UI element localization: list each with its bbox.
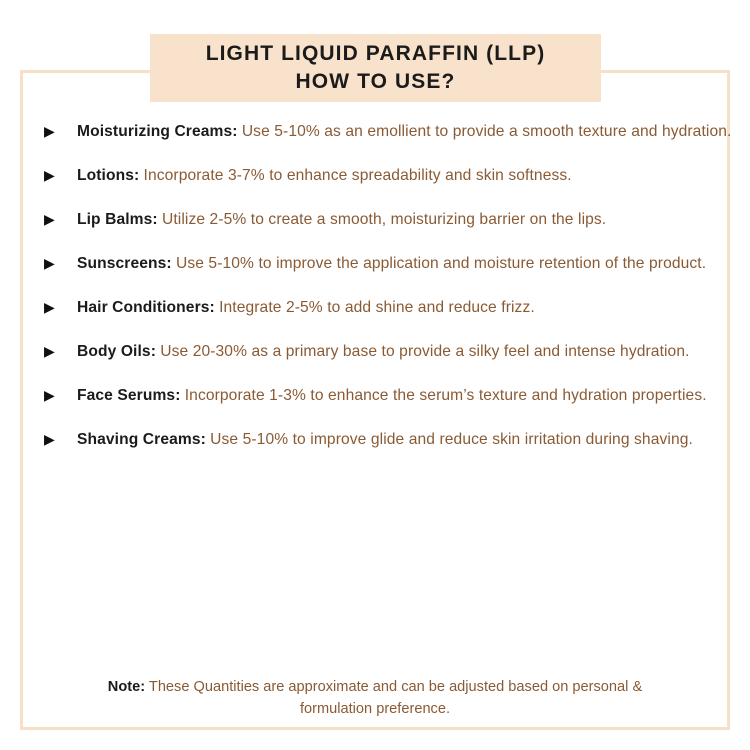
list-item: ▶ Face Serums: Incorporate 1-3% to enhan… <box>42 384 732 407</box>
list-item-description: Integrate 2-5% to add shine and reduce f… <box>219 299 535 316</box>
note-text: These Quantities are approximate and can… <box>148 679 643 717</box>
list-item-label: Moisturizing Creams <box>77 123 233 140</box>
list-item: ▶ Lip Balms: Utilize 2-5% to create a sm… <box>42 208 732 231</box>
triangle-bullet-icon: ▶ <box>44 343 55 359</box>
list-item-description: Use 20-30% as a primary base to provide … <box>160 343 690 360</box>
list-item-description: Use 5-10% as an emollient to provide a s… <box>241 123 732 140</box>
list-item-separator: : <box>200 431 206 448</box>
footer-note: Note: These Quantities are approximate a… <box>70 676 680 720</box>
list-item: ▶ Sunscreens: Use 5-10% to improve the a… <box>42 252 732 275</box>
note-separator: : <box>140 679 146 695</box>
list-item: ▶ Moisturizing Creams: Use 5-10% as an e… <box>42 120 732 143</box>
triangle-bullet-icon: ▶ <box>44 167 55 183</box>
list-item-label: Hair Conditioners <box>77 299 210 316</box>
list-item-separator: : <box>134 167 140 184</box>
list-item-label: Body Oils <box>77 343 151 360</box>
list-item-separator: : <box>232 123 238 140</box>
list-item-label: Shaving Creams <box>77 431 201 448</box>
list-item-separator: : <box>150 343 156 360</box>
list-item-separator: : <box>209 299 215 316</box>
title-banner: LIGHT LIQUID PARAFFIN (LLP) HOW TO USE? <box>150 34 601 102</box>
triangle-bullet-icon: ▶ <box>44 123 55 139</box>
list-item-label: Lip Balms <box>77 211 153 228</box>
list-item-description: Utilize 2-5% to create a smooth, moistur… <box>161 211 607 228</box>
list-item-label: Sunscreens <box>77 255 167 272</box>
list-item-description: Use 5-10% to improve glide and reduce sk… <box>210 431 693 448</box>
triangle-bullet-icon: ▶ <box>44 211 55 227</box>
list-item-description: Use 5-10% to improve the application and… <box>175 255 707 272</box>
list-item: ▶ Body Oils: Use 20-30% as a primary bas… <box>42 340 732 363</box>
list-item: ▶ Lotions: Incorporate 3-7% to enhance s… <box>42 164 732 187</box>
usage-list: ▶ Moisturizing Creams: Use 5-10% as an e… <box>42 120 732 451</box>
list-item: ▶ Hair Conditioners: Integrate 2-5% to a… <box>42 296 732 319</box>
page-title: LIGHT LIQUID PARAFFIN (LLP) HOW TO USE? <box>205 42 546 93</box>
triangle-bullet-icon: ▶ <box>44 387 55 403</box>
list-item-label: Face Serums <box>77 387 176 404</box>
list-item-separator: : <box>152 211 158 228</box>
list-item: ▶ Shaving Creams: Use 5-10% to improve g… <box>42 428 732 451</box>
list-item-label: Lotions <box>77 167 134 184</box>
list-item-description: Incorporate 1-3% to enhance the serum’s … <box>184 387 707 404</box>
triangle-bullet-icon: ▶ <box>44 255 55 271</box>
list-item-separator: : <box>175 387 181 404</box>
list-item-separator: : <box>166 255 172 272</box>
triangle-bullet-icon: ▶ <box>44 299 55 315</box>
list-item-description: Incorporate 3-7% to enhance spreadabilit… <box>143 167 572 184</box>
triangle-bullet-icon: ▶ <box>44 431 55 447</box>
note-label: Note <box>107 679 141 695</box>
